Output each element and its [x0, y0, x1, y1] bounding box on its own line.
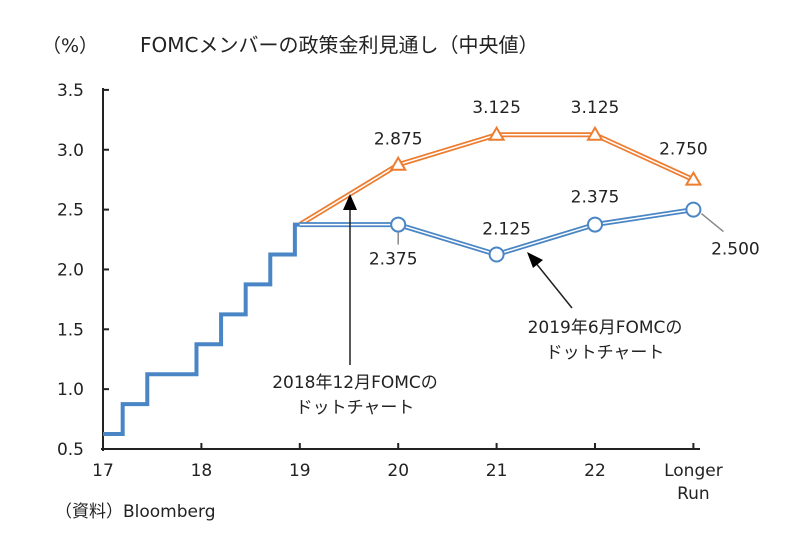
- data-label: 3.125: [472, 98, 521, 118]
- data-point: [684, 170, 703, 186]
- data-point: [488, 246, 505, 263]
- data-label: 2.750: [659, 140, 708, 160]
- x-tick-label: Run: [677, 484, 710, 504]
- x-tick-label: Longer: [664, 461, 723, 481]
- data-point: [685, 201, 702, 218]
- series-line-0: [298, 132, 695, 227]
- x-tick-label: 19: [289, 461, 311, 481]
- data-point: [587, 216, 603, 233]
- arrowhead-icon: [343, 194, 357, 210]
- data-point: [390, 216, 407, 233]
- y-tick-label: 1.5: [57, 320, 84, 340]
- leader-line: [700, 213, 724, 233]
- data-label: 3.125: [571, 98, 620, 118]
- y-tick-label: 1.0: [57, 380, 84, 400]
- source-note: （資料）Bloomberg: [55, 502, 215, 522]
- historical-rate-line: [103, 222, 399, 437]
- data-label: 2.500: [711, 240, 760, 260]
- x-tick-label: 17: [92, 461, 114, 481]
- series-line-inner-0: [299, 134, 694, 226]
- x-tick-label: 21: [486, 461, 508, 481]
- data-label: 2.375: [571, 188, 620, 208]
- y-tick-label: 3.5: [57, 81, 84, 101]
- annotation-arrow-jun2019: [534, 261, 573, 309]
- y-tick-label: 3.0: [57, 141, 84, 161]
- data-label: 2.875: [374, 130, 423, 150]
- data-point: [487, 125, 506, 141]
- chart-title: FOMCメンバーの政策金利見通し（中央値）: [140, 33, 538, 57]
- y-tick-label: 0.5: [57, 440, 84, 460]
- data-point: [389, 155, 407, 171]
- annotation-jun2019-line1: 2019年6月FOMCの: [528, 318, 683, 338]
- data-label: 2.125: [482, 219, 531, 239]
- arrowhead-icon: [527, 252, 543, 268]
- data-label: 2.375: [369, 250, 418, 270]
- annotation-jun2019-line2: ドットチャート: [546, 343, 665, 363]
- annotation-dec2018-line2: ドットチャート: [296, 398, 415, 418]
- x-tick-label: 18: [191, 461, 213, 481]
- annotation-dec2018-line1: 2018年12月FOMCの: [272, 373, 438, 393]
- x-tick-label: 20: [387, 461, 409, 481]
- y-tick-label: 2.0: [57, 260, 84, 280]
- y-tick-label: 2.5: [57, 201, 84, 221]
- x-tick-label: 22: [584, 461, 606, 481]
- data-point: [586, 125, 604, 141]
- y-axis-unit: （%）: [42, 35, 98, 57]
